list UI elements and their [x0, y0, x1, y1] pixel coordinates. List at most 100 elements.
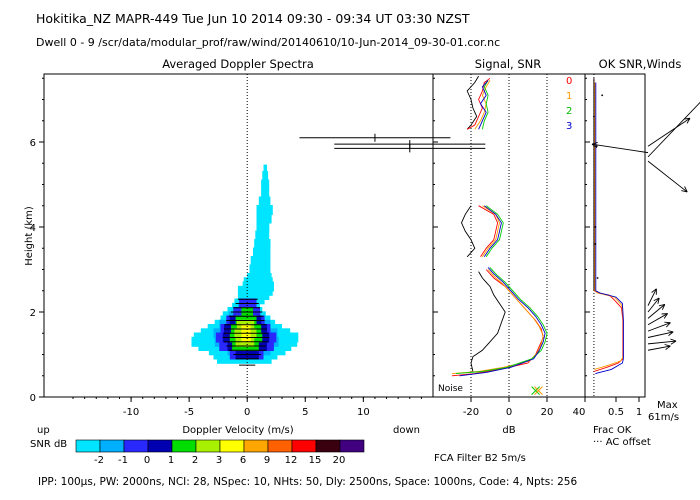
colorbar-tick-label: 15: [309, 455, 322, 466]
snr-title: Signal, SNR: [475, 57, 542, 71]
frac-ok-line: [595, 82, 624, 375]
spectrum-cell: [256, 213, 272, 224]
colorbar-swatch: [75, 439, 101, 453]
snr-line-signal: [461, 205, 476, 258]
spectrum-cell: [256, 222, 270, 232]
colorbar-swatch: [195, 439, 221, 453]
winds-title: OK SNR,Winds: [599, 57, 682, 71]
wind-vector: [647, 297, 660, 313]
legend-1: 1: [566, 91, 572, 102]
spectrum-cell: [256, 205, 273, 215]
colorbar-swatch: [99, 439, 125, 453]
colorbar-tick-label: 9: [264, 455, 270, 466]
y-tick-label: 4: [30, 223, 36, 234]
header-line1: Hokitika_NZ MAPR-449 Tue Jun 10 2014 09:…: [36, 11, 470, 26]
snr-line-3: [478, 80, 489, 130]
legend-3: 3: [566, 121, 572, 132]
colorbar-swatch: [339, 439, 365, 453]
wind-vector: [647, 321, 671, 332]
spectrum-cell: [254, 239, 271, 249]
wind-vector: [647, 330, 674, 338]
wind-shaft: [591, 143, 649, 154]
x-tick-label: 10: [357, 407, 370, 418]
wind-vector: [647, 338, 677, 345]
wind-arrowhead: [591, 143, 598, 148]
snr-line-signal: [466, 75, 479, 130]
colorbar-swatch: [219, 439, 245, 453]
spectra-fill: [191, 164, 299, 364]
wind-arrowhead: [664, 321, 671, 324]
offset-dot: [601, 94, 604, 97]
wind-arrowhead: [684, 186, 688, 193]
colorbar-swatch: [171, 439, 197, 453]
colorbar-swatch: [291, 439, 317, 453]
fca-filter: FCA Filter B2 5m/s: [434, 453, 526, 464]
snr-series: [451, 75, 548, 395]
wind-shaft: [647, 304, 666, 319]
wind-shaft: [647, 160, 688, 193]
wind-arrowhead: [670, 340, 677, 345]
wind-shaft: [647, 117, 691, 147]
wind-shaft: [647, 331, 674, 338]
colorbar-tick-label: -1: [118, 455, 128, 466]
max-label: Max: [657, 400, 678, 411]
spectra-axes: -10 -5 0 5 10 0 2 4 6: [30, 73, 434, 418]
wind-arrowhead: [651, 288, 657, 293]
wind-shaft: [647, 345, 671, 351]
header-line2: Dwell 0 - 9 /scr/data/modular_prof/raw/w…: [36, 36, 500, 49]
spectrum-cell: [262, 171, 269, 181]
wind-arrowhead: [686, 118, 691, 124]
wind-vector: [647, 288, 657, 306]
spectrum-cell: [261, 188, 270, 198]
legend-0: 0: [566, 76, 572, 87]
spectrum-cell: [263, 164, 267, 175]
offset-dot: [596, 277, 599, 279]
y-tick-label: 2: [30, 308, 36, 319]
wind-shaft: [647, 101, 700, 158]
offset-dot: [594, 226, 597, 228]
snr-line-3: [459, 267, 546, 377]
wind-shaft: [647, 340, 677, 345]
colorbar-tick-label: -2: [94, 455, 104, 466]
wind-arrowhead: [661, 304, 666, 310]
wind-shaft: [647, 313, 668, 326]
mean-velocity-marks: [222, 298, 270, 366]
wind-vectors: [591, 101, 700, 351]
colorbar-tick-label: 20: [333, 455, 346, 466]
wind-arrowhead: [681, 190, 688, 193]
wind-arrowhead: [668, 331, 674, 336]
x-tick-label: 5: [302, 407, 308, 418]
snr-panel: Signal, SNR -20 0 20 40 dB Noise 0 1 2 3 FC…: [432, 57, 586, 464]
spectrum-cell: [247, 273, 272, 283]
spectra-title: Averaged Doppler Spectra: [162, 57, 314, 71]
footer-params: IPP: 100μs, PW: 2000ns, NCI: 28, NSpec: …: [38, 476, 577, 488]
spectrum-cell: [250, 256, 271, 266]
frac-ok-line: [593, 78, 624, 372]
wind-shaft: [647, 297, 660, 313]
spectrum-cell: [249, 264, 271, 275]
colorbar-swatch: [147, 439, 173, 453]
x-tick-label: 0: [244, 407, 250, 418]
wind-arrowhead: [665, 322, 671, 328]
colorbar-tick-label: 1: [168, 455, 174, 466]
y-tick-label: 0: [30, 393, 36, 404]
snr-x-tick-label: -20: [463, 407, 479, 418]
frac-ok-line: [594, 82, 624, 370]
x-tick-label: -10: [123, 407, 139, 418]
wind-vector: [647, 101, 700, 158]
max-value: 61m/s: [648, 412, 679, 423]
colorbar-tick-label: 0: [144, 455, 150, 466]
colorbar-tick-label: 3: [216, 455, 222, 466]
colorbar-swatch: [267, 439, 293, 453]
spectra-ylabel: Height (km): [24, 206, 35, 266]
ok-x-tick-label: 0.5: [608, 407, 624, 418]
spectrum-cell: [255, 230, 270, 241]
noise-mark: [534, 386, 543, 395]
frac-ok-label: Frac OK: [593, 425, 632, 436]
wind-arrowhead: [670, 338, 677, 342]
wind-arrowhead: [591, 141, 598, 145]
colorbar-swatch: [315, 439, 341, 453]
snr-xlabel: dB: [502, 425, 515, 436]
